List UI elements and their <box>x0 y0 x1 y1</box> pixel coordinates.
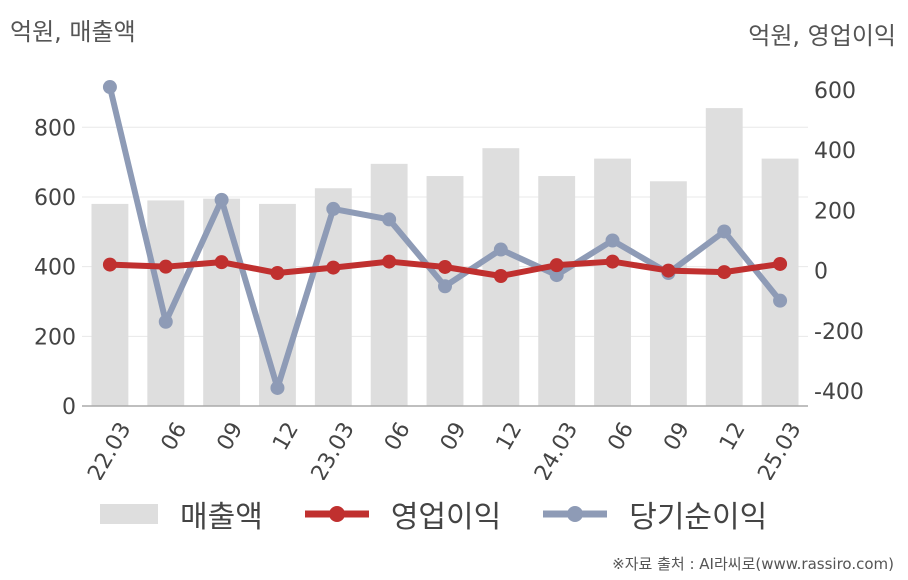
net-income-point <box>270 380 285 395</box>
operating-profit-point <box>158 259 173 274</box>
right-tick-label: 0 <box>814 260 828 285</box>
operating-profit-point <box>438 259 452 274</box>
operating-profit-point <box>270 265 285 280</box>
legend-item-operating[interactable]: 영업이익 <box>304 492 502 536</box>
legend-label-net: 당기순이익 <box>629 500 768 535</box>
revenue-bars <box>91 108 799 406</box>
left-tick-label: 600 <box>34 186 76 211</box>
net-income-point <box>549 268 564 283</box>
operating-profit-point <box>382 254 397 269</box>
operating-profit-point <box>605 254 620 269</box>
x-tick-label: 24.03 <box>530 418 583 480</box>
left-axis-unit: 억원, 매출액 <box>10 18 136 46</box>
revenue-bar <box>91 203 129 406</box>
x-tick-label: 22.03 <box>83 418 136 480</box>
left-axis-ticks: 0 200 400 600 800 <box>34 116 76 420</box>
x-axis-ticks: 22.03 06 09 12 23.03 06 09 12 24.03 06 09 12 25.03 <box>83 418 806 480</box>
net-income-point <box>158 314 173 329</box>
operating-profit-point <box>717 265 732 280</box>
right-tick-label: 200 <box>814 199 856 224</box>
net-income-point <box>605 233 620 248</box>
right-axis-unit: 억원, 영업이익 <box>748 22 896 50</box>
revenue-bar <box>705 108 743 406</box>
revenue-bar <box>538 176 576 406</box>
left-tick-label: 800 <box>34 116 76 141</box>
right-tick-label: -400 <box>814 380 864 405</box>
legend-operating-swatch <box>304 506 369 522</box>
operating-profit-point <box>493 269 508 284</box>
net-income-point <box>773 293 788 308</box>
revenue-bar <box>594 158 631 406</box>
revenue-bar <box>259 203 296 406</box>
operating-profit-point <box>549 258 564 273</box>
net-income-point <box>493 242 508 257</box>
legend-label-revenue: 매출액 <box>180 500 263 535</box>
legend-bar-swatch <box>100 504 158 524</box>
legend-item-revenue[interactable]: 매출액 <box>100 492 263 536</box>
x-tick-label: 12 <box>492 418 528 455</box>
operating-profit-point <box>214 255 229 270</box>
revenue-bar <box>314 188 352 406</box>
net-income-point <box>438 279 452 294</box>
net-income-point <box>382 212 397 227</box>
combo-chart: 0 200 400 600 800 -400 -200 0 200 400 600 22.03 06… <box>34 79 864 480</box>
left-tick-label: 200 <box>34 325 76 350</box>
left-tick-label: 400 <box>34 256 76 281</box>
revenue-bar <box>649 181 687 406</box>
x-tick-label: 09 <box>212 418 248 455</box>
legend-net-swatch <box>543 506 608 522</box>
x-tick-label: 06 <box>603 418 639 455</box>
revenue-bar <box>147 200 185 406</box>
x-tick-label: 09 <box>659 418 695 455</box>
legend-label-operating: 영업이익 <box>390 500 502 535</box>
right-axis-ticks: -400 -200 0 200 400 600 <box>814 79 864 405</box>
source-note: ※자료 출처 : AI라씨로(www.rassiro.com) <box>612 555 894 573</box>
x-tick-label: 23.03 <box>307 418 360 480</box>
line-series <box>102 80 788 395</box>
x-tick-label: 06 <box>380 418 416 455</box>
right-tick-label: -200 <box>814 320 864 345</box>
net-income-point <box>214 192 229 207</box>
x-tick-label: 25.03 <box>753 418 806 480</box>
net-income-point <box>326 201 341 216</box>
operating-profit-point <box>773 256 788 271</box>
x-tick-label: 12 <box>715 418 751 455</box>
legend-item-net[interactable]: 당기순이익 <box>543 492 767 536</box>
x-tick-label: 06 <box>157 418 193 455</box>
x-tick-label: 09 <box>436 418 472 455</box>
net-income-point <box>102 80 117 95</box>
operating-profit-point <box>102 257 117 272</box>
right-tick-label: 600 <box>814 79 856 104</box>
legend: 매출액 영업이익 당기순이익 <box>100 492 809 536</box>
left-tick-label: 0 <box>62 395 76 420</box>
revenue-bar <box>370 163 408 406</box>
x-tick-label: 12 <box>268 418 304 455</box>
right-tick-label: 400 <box>814 139 856 164</box>
net-income-point <box>717 224 732 239</box>
operating-profit-point <box>326 260 341 275</box>
operating-profit-point <box>661 263 676 278</box>
